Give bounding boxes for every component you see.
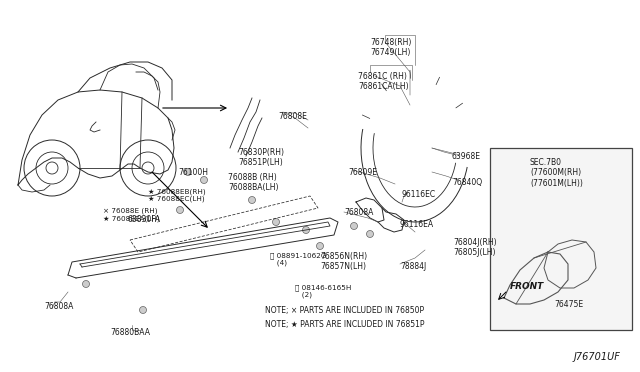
Text: NOTE; ★ PARTS ARE INCLUDED IN 76851P: NOTE; ★ PARTS ARE INCLUDED IN 76851P bbox=[265, 320, 424, 329]
Circle shape bbox=[367, 231, 374, 237]
Text: 76880BAA: 76880BAA bbox=[110, 328, 150, 337]
Text: 76100H: 76100H bbox=[178, 168, 208, 177]
Text: 76804J(RH)
76805J(LH): 76804J(RH) 76805J(LH) bbox=[453, 238, 497, 257]
Text: 78884J: 78884J bbox=[400, 262, 426, 271]
Text: 76856N(RH)
76857N(LH): 76856N(RH) 76857N(LH) bbox=[320, 252, 367, 272]
Text: 76861C (RH)
76861CA(LH): 76861C (RH) 76861CA(LH) bbox=[358, 72, 408, 92]
Text: 63968E: 63968E bbox=[452, 152, 481, 161]
Text: 76748(RH)
76749(LH): 76748(RH) 76749(LH) bbox=[370, 38, 412, 57]
Text: 76475E: 76475E bbox=[554, 300, 583, 309]
Circle shape bbox=[140, 307, 147, 314]
Text: NOTE; × PARTS ARE INCLUDED IN 76850P: NOTE; × PARTS ARE INCLUDED IN 76850P bbox=[265, 306, 424, 315]
Text: Ⓝ 08891-1062G
   (4): Ⓝ 08891-1062G (4) bbox=[270, 252, 326, 266]
Text: 63830FA: 63830FA bbox=[128, 215, 161, 224]
Text: 76840Q: 76840Q bbox=[452, 178, 482, 187]
Circle shape bbox=[351, 222, 358, 230]
Text: 76808A: 76808A bbox=[344, 208, 373, 217]
Text: 96116EC: 96116EC bbox=[402, 190, 436, 199]
Circle shape bbox=[177, 206, 184, 214]
Text: 76808E: 76808E bbox=[278, 112, 307, 121]
Text: Ⓝ 08146-6165H
   (2): Ⓝ 08146-6165H (2) bbox=[295, 284, 351, 298]
Text: 76808A: 76808A bbox=[44, 302, 74, 311]
Text: J76701UF: J76701UF bbox=[573, 352, 620, 362]
Circle shape bbox=[303, 227, 310, 234]
Circle shape bbox=[200, 176, 207, 183]
Text: 96116EA: 96116EA bbox=[400, 220, 434, 229]
Text: × 76088E (RH)
★ 76088EA(LH): × 76088E (RH) ★ 76088EA(LH) bbox=[103, 208, 159, 222]
Text: 76088B (RH)
76088BA(LH): 76088B (RH) 76088BA(LH) bbox=[228, 173, 278, 192]
Text: FRONT: FRONT bbox=[510, 282, 544, 291]
Text: 76809E: 76809E bbox=[348, 168, 377, 177]
Text: ★ 76088EB(RH)
★ 76088EC(LH): ★ 76088EB(RH) ★ 76088EC(LH) bbox=[148, 188, 205, 202]
Circle shape bbox=[273, 218, 280, 225]
Text: SEC.7B0
(77600M(RH)
(77601M(LH)): SEC.7B0 (77600M(RH) (77601M(LH)) bbox=[530, 158, 583, 188]
Circle shape bbox=[83, 280, 90, 288]
Circle shape bbox=[248, 196, 255, 203]
Text: 76830P(RH)
76851P(LH): 76830P(RH) 76851P(LH) bbox=[238, 148, 284, 167]
FancyBboxPatch shape bbox=[490, 148, 632, 330]
Circle shape bbox=[184, 169, 191, 176]
Circle shape bbox=[317, 243, 323, 250]
